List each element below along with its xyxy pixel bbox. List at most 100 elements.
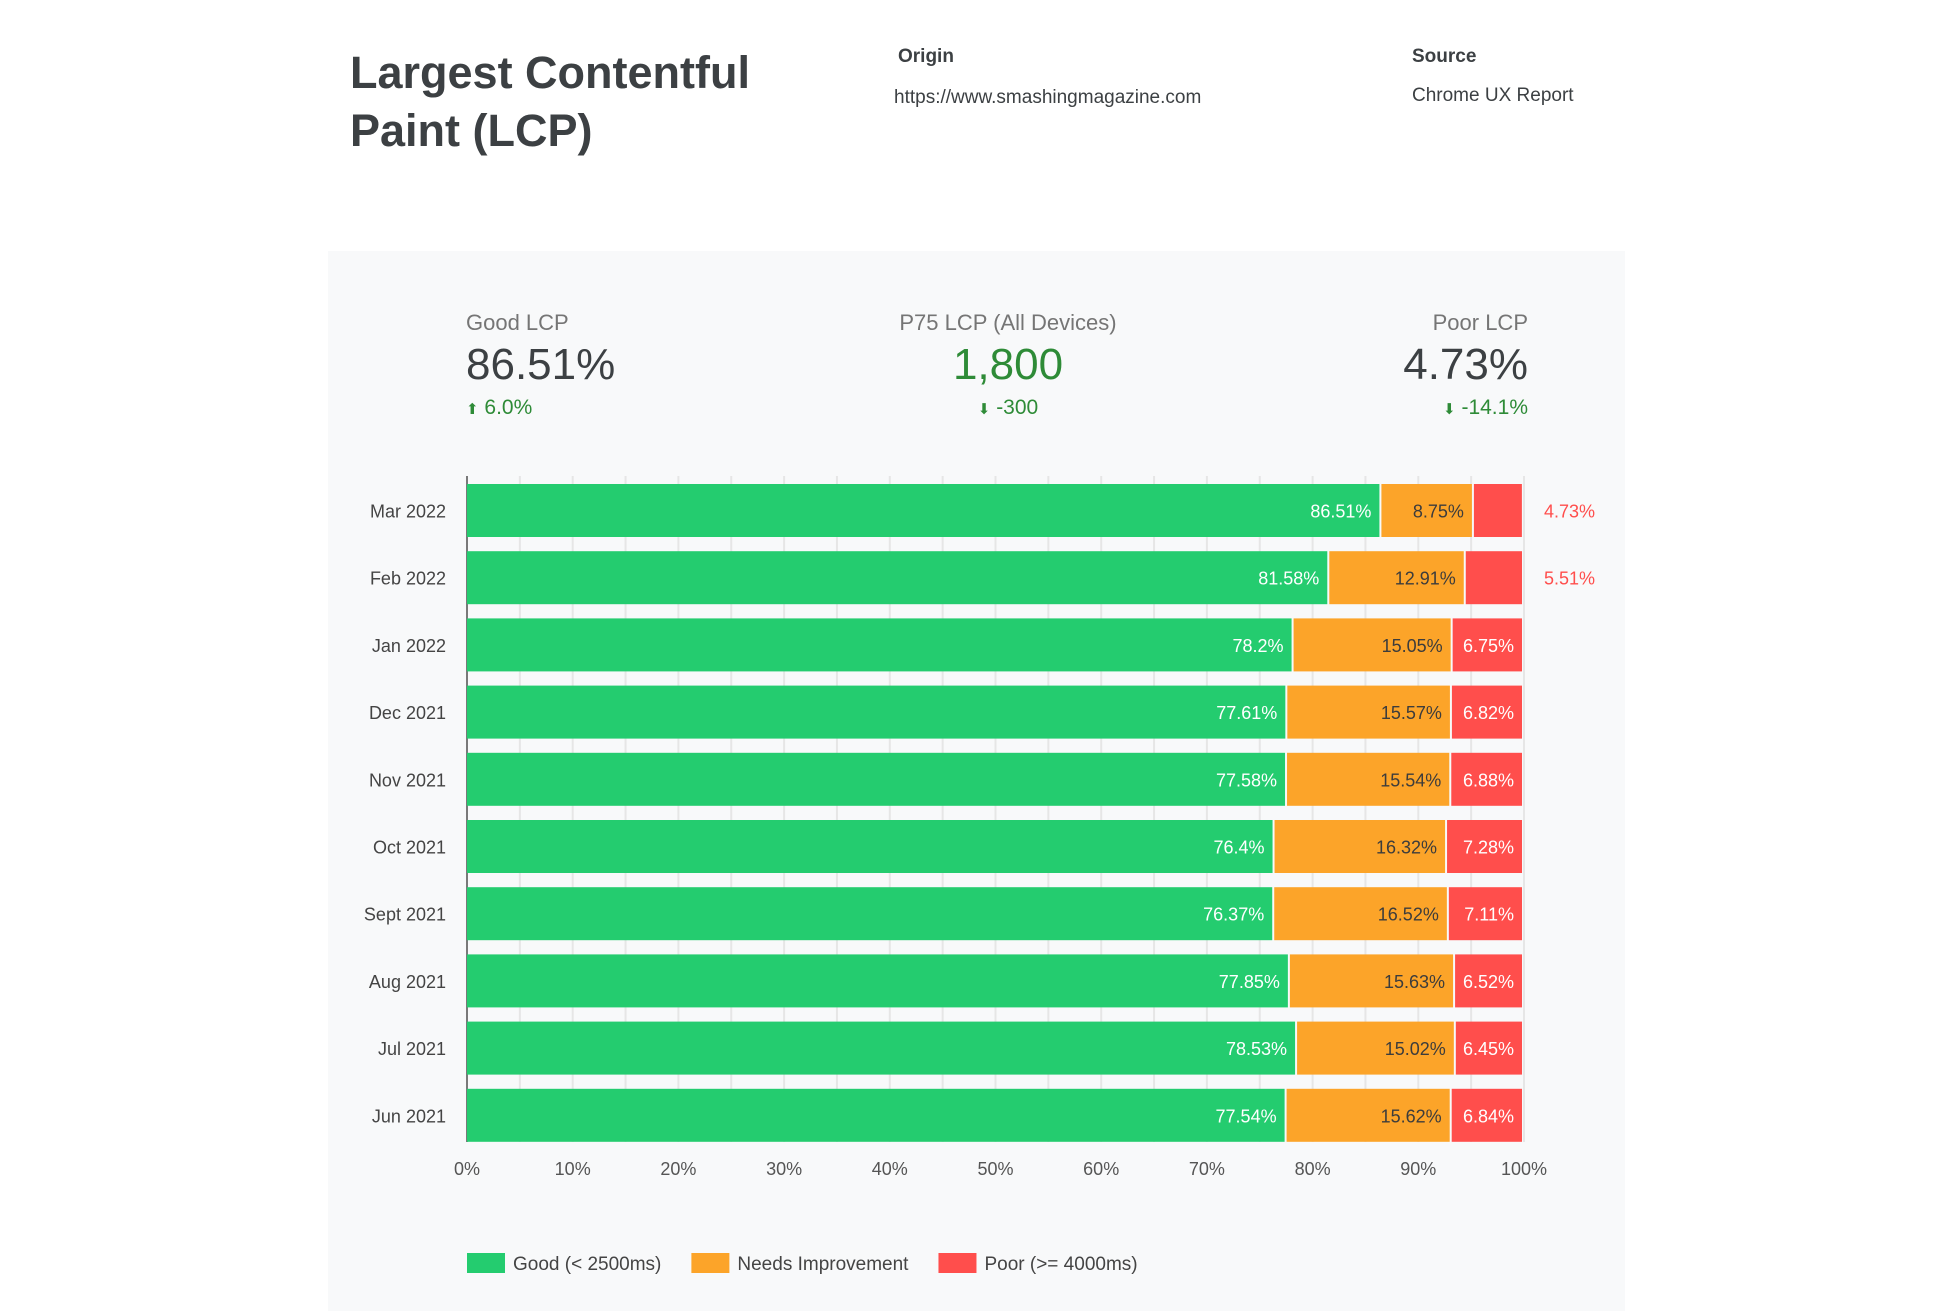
data-label: 7.11% [1464,905,1514,925]
data-label: 4.73% [1544,502,1595,522]
x-tick-label: 50% [977,1159,1013,1179]
legend-swatch [691,1253,730,1273]
bar-segment [467,484,1380,537]
data-label: 5.51% [1544,569,1595,589]
data-label: 6.88% [1463,770,1514,790]
bar-segment [1286,1088,1450,1142]
bar-segment [467,887,1273,941]
kpi-poor-lcp: Poor LCP 4.73% ⬇ -14.1% [1228,310,1528,420]
kpi-label: Poor LCP [1432,310,1528,335]
kpi-label: P75 LCP (All Devices) [899,310,1117,335]
legend-swatch [467,1253,505,1273]
data-label: 78.2% [1233,636,1284,656]
data-label: 81.58% [1258,569,1319,589]
arrow-down-icon: ⬇ [977,401,991,418]
bar-segment [467,1021,1296,1075]
kpi-p75-lcp: P75 LCP (All Devices) 1,800 ⬇ -300 [858,310,1158,420]
data-label: 12.91% [1395,569,1456,589]
bar-segment [1451,685,1522,739]
bar-segment [1381,484,1472,537]
bar-segment [1329,551,1464,605]
data-label: 6.45% [1463,1039,1514,1059]
bar-segment [1452,618,1522,672]
arrow-down-icon: ⬇ [1443,401,1456,418]
bar-segment [1274,887,1447,941]
bar-segment [467,618,1292,672]
kpi-change: 6.0% [484,396,533,419]
bar-segment [1451,1088,1522,1142]
data-label: 77.58% [1216,770,1277,790]
data-label: 8.75% [1413,502,1464,522]
legend-label: Poor (>= 4000ms) [984,1254,1137,1275]
x-tick-label: 30% [766,1159,802,1179]
data-label: 76.37% [1203,905,1264,925]
legend-label: Needs Improvement [737,1254,909,1275]
bar-segment [1297,1021,1454,1075]
data-label: 15.54% [1380,770,1441,790]
kpi-good-lcp: Good LCP 86.51% ⬆ 6.0% [466,310,615,420]
bar-segment [1473,484,1522,537]
data-label: 15.02% [1385,1039,1446,1059]
page-title: Largest Contentful Paint (LCP) [350,47,750,156]
y-tick-label: Sept 2021 [364,905,446,925]
data-label: 15.05% [1382,636,1443,656]
bar-segment [1287,685,1450,739]
bar-segment [1289,954,1454,1008]
data-label: 16.32% [1376,838,1437,858]
data-label: 77.54% [1216,1106,1277,1126]
x-tick-label: 0% [454,1159,480,1179]
bar-segment [1293,618,1451,672]
origin-value: https://www.smashingmagazine.com [894,87,1202,108]
data-label: 15.62% [1381,1106,1442,1126]
y-tick-label: Oct 2021 [373,838,446,858]
bar-segment [1465,551,1522,605]
x-tick-label: 40% [872,1159,908,1179]
bar-segment [467,752,1286,806]
kpi-label: Good LCP [466,310,569,335]
kpi-value: 86.51% [466,340,616,389]
legend-label: Good (< 2500ms) [513,1254,661,1275]
x-tick-label: 10% [555,1159,591,1179]
data-label: 15.63% [1384,972,1445,992]
bar-segment [1287,752,1450,806]
bar-segment [467,551,1328,605]
data-label: 7.28% [1463,838,1514,858]
bar-segment [467,820,1273,873]
y-tick-label: Jul 2021 [378,1039,446,1059]
origin-label: Origin [898,46,954,67]
arrow-up-icon: ⬆ [466,401,479,418]
y-tick-label: Nov 2021 [369,770,446,790]
y-tick-label: Feb 2022 [370,569,446,589]
legend-swatch [938,1253,977,1273]
source-value: Chrome UX Report [1412,85,1574,106]
x-tick-label: 80% [1295,1159,1331,1179]
bar-segment [1455,954,1522,1008]
data-label: 76.4% [1214,838,1265,858]
bar-segment [467,954,1288,1008]
data-label: 6.75% [1463,636,1514,656]
y-tick-label: Jan 2022 [372,636,446,656]
y-tick-label: Jun 2021 [372,1106,446,1126]
x-tick-label: 100% [1501,1159,1547,1179]
bar-segment [467,685,1286,739]
bar-segment [1447,820,1522,873]
kpi-value: 1,800 [952,340,1064,389]
data-label: 77.85% [1219,972,1280,992]
data-label: 78.53% [1226,1039,1287,1059]
bar-segment [1451,752,1522,806]
y-tick-label: Dec 2021 [369,703,446,723]
data-label: 86.51% [1310,502,1371,522]
x-tick-label: 60% [1083,1159,1119,1179]
kpi-change: -300 [996,396,1039,419]
kpi-change: -14.1% [1461,396,1528,419]
data-label: 16.52% [1378,905,1439,925]
data-label: 15.57% [1381,703,1442,723]
x-tick-label: 70% [1189,1159,1225,1179]
bar-segment [1448,887,1522,941]
bar-segment [1455,1021,1522,1075]
y-tick-label: Aug 2021 [369,972,446,992]
data-label: 6.82% [1463,703,1514,723]
bar-segment [467,1088,1285,1142]
data-label: 77.61% [1216,703,1277,723]
